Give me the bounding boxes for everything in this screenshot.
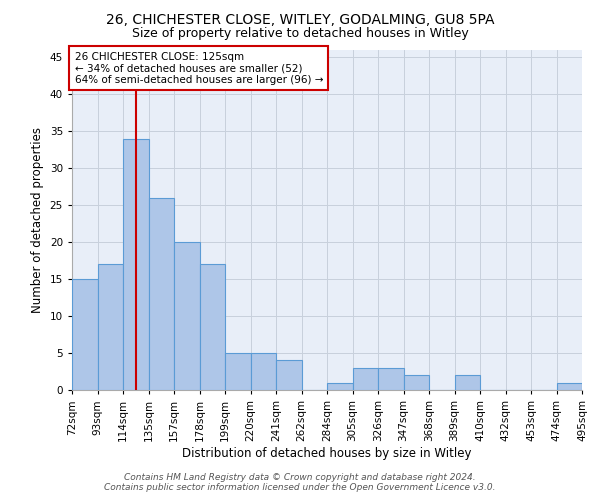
Bar <box>123 138 149 390</box>
Bar <box>225 353 251 390</box>
Bar <box>327 382 353 390</box>
Bar <box>149 198 174 390</box>
Bar <box>404 375 429 390</box>
Bar <box>251 353 276 390</box>
Y-axis label: Number of detached properties: Number of detached properties <box>31 127 44 313</box>
Bar <box>98 264 123 390</box>
X-axis label: Distribution of detached houses by size in Witley: Distribution of detached houses by size … <box>182 446 472 460</box>
Bar <box>199 264 225 390</box>
Bar <box>174 242 199 390</box>
Bar <box>378 368 404 390</box>
Bar <box>557 382 582 390</box>
Text: Size of property relative to detached houses in Witley: Size of property relative to detached ho… <box>131 28 469 40</box>
Bar <box>72 279 98 390</box>
Bar <box>276 360 302 390</box>
Text: 26, CHICHESTER CLOSE, WITLEY, GODALMING, GU8 5PA: 26, CHICHESTER CLOSE, WITLEY, GODALMING,… <box>106 12 494 26</box>
Text: 26 CHICHESTER CLOSE: 125sqm
← 34% of detached houses are smaller (52)
64% of sem: 26 CHICHESTER CLOSE: 125sqm ← 34% of det… <box>74 52 323 85</box>
Bar <box>353 368 378 390</box>
Bar <box>455 375 480 390</box>
Text: Contains HM Land Registry data © Crown copyright and database right 2024.
Contai: Contains HM Land Registry data © Crown c… <box>104 473 496 492</box>
